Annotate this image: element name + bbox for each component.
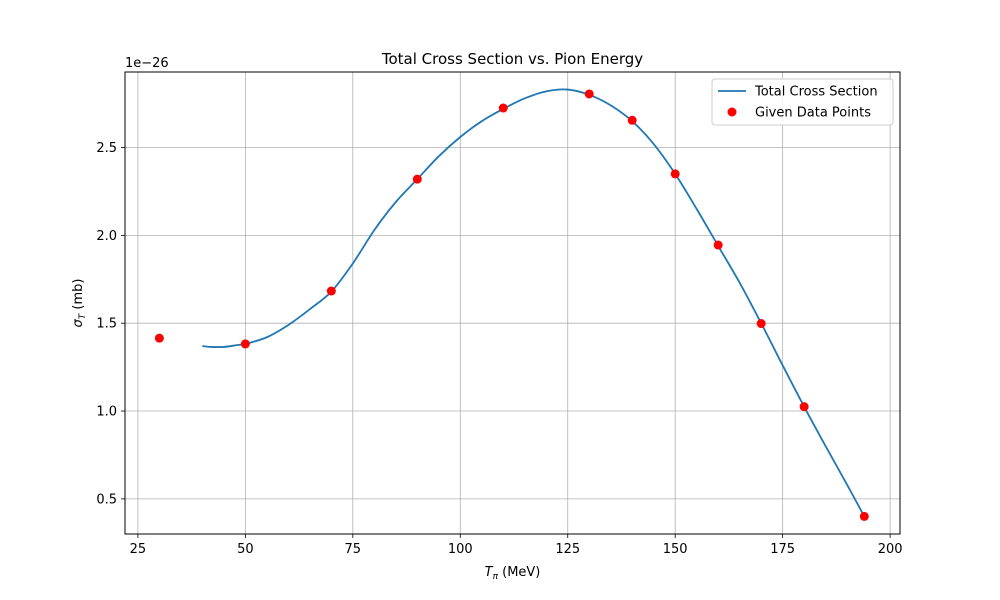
- data-point: [799, 402, 809, 412]
- x-axis-label-unit: (MeV): [498, 565, 540, 580]
- x-tick-label: 150: [663, 542, 688, 557]
- legend-marker-swatch: [727, 107, 737, 117]
- data-point: [859, 511, 869, 521]
- data-point: [498, 103, 508, 113]
- y-tick-label: 2.0: [96, 229, 117, 244]
- data-point: [412, 174, 422, 184]
- x-tick-label: 125: [555, 542, 580, 557]
- x-axis-label-main: T: [485, 565, 494, 580]
- data-point: [154, 333, 164, 343]
- data-point: [756, 319, 766, 329]
- legend: Total Cross Section Given Data Points: [711, 78, 894, 126]
- plot-frame: [124, 71, 901, 535]
- y-tick-label: 1.5: [96, 317, 117, 332]
- x-axis-label-subscript: π: [493, 572, 499, 582]
- data-point: [627, 115, 637, 125]
- legend-entry-total-cross-section: Total Cross Section: [754, 85, 878, 100]
- y-axis-label-main: σ: [71, 318, 86, 327]
- x-tick-label: 50: [237, 542, 254, 557]
- x-axis-label: Tπ (MeV): [485, 565, 541, 582]
- y-axis-label-unit: (mb): [71, 279, 86, 314]
- x-tick-label: 100: [448, 542, 473, 557]
- data-point: [240, 339, 250, 349]
- data-point: [326, 286, 336, 296]
- y-tick-label: 0.5: [96, 492, 117, 507]
- y-axis-label-subscript: T: [78, 312, 88, 319]
- plot-series: [154, 88, 869, 521]
- grid: [125, 72, 900, 534]
- data-point: [670, 169, 680, 179]
- y-axis-label: σT (mb): [71, 279, 88, 328]
- y-offset-label: 1e−26: [125, 56, 169, 71]
- data-point: [713, 240, 723, 250]
- chart-title: Total Cross Section vs. Pion Energy: [381, 50, 643, 68]
- y-tick-label: 1.0: [96, 405, 117, 420]
- x-tick-label: 25: [130, 542, 147, 557]
- legend-entry-given-data-points: Given Data Points: [755, 106, 871, 121]
- x-tick-label: 175: [770, 542, 795, 557]
- x-tick-label: 75: [345, 542, 362, 557]
- series-line-total-cross-section: [202, 88, 866, 517]
- data-point: [584, 89, 594, 99]
- x-tick-label: 200: [878, 542, 903, 557]
- axis-ticks: 25 50 75 100 125 150 175 200 0.5 1.0 1.5 2.0 2.5: [96, 141, 902, 557]
- legend-box: [711, 78, 894, 126]
- y-tick-label: 2.5: [96, 141, 117, 156]
